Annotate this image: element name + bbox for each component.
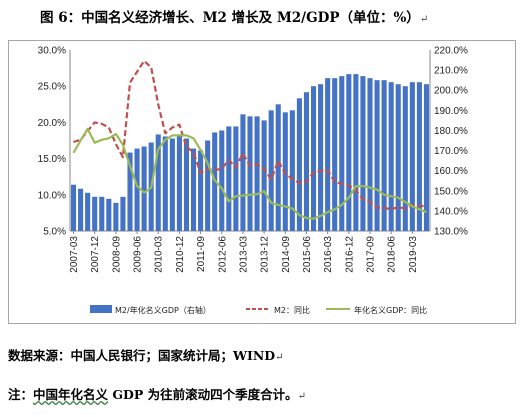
m2-gdp-ratio-bar xyxy=(367,78,373,232)
m2-gdp-ratio-bar xyxy=(388,82,394,231)
m2-gdp-ratio-bar xyxy=(240,114,246,231)
x-tick-label: 2009-06 xyxy=(133,236,144,273)
legend-label-bars: M2/年化名义GDP（右轴） xyxy=(115,305,211,315)
m2-gdp-ratio-bar xyxy=(247,116,253,231)
m2-gdp-ratio-bar xyxy=(318,84,324,231)
m2-gdp-ratio-bar xyxy=(353,74,359,231)
m2-gdp-ratio-bar xyxy=(254,116,260,231)
legend-label-m2: M2：同比 xyxy=(274,305,310,315)
m2-gdp-ratio-bar xyxy=(226,126,232,231)
right-y-tick-label: 160.0% xyxy=(434,166,468,177)
m2-gdp-ratio-bar xyxy=(198,150,204,231)
right-y-tick-label: 180.0% xyxy=(434,126,468,137)
m2-gdp-ratio-bar xyxy=(99,196,105,231)
legend-label-gdp: 年化名义GDP：同比 xyxy=(354,305,427,315)
left-y-tick-label: 30.0% xyxy=(38,46,66,57)
x-tick-label: 2016-03 xyxy=(323,236,334,273)
m2-gdp-ratio-bar xyxy=(205,140,211,231)
m2-gdp-ratio-bar xyxy=(92,196,98,231)
right-y-tick-label: 210.0% xyxy=(434,66,468,77)
x-tick-label: 2012-06 xyxy=(217,236,228,273)
m2-gdp-ratio-bar xyxy=(162,136,168,231)
m2-gdp-ratio-bar xyxy=(155,134,161,231)
x-tick-label: 2010-03 xyxy=(154,236,165,273)
left-y-tick-label: 15.0% xyxy=(38,154,66,165)
x-tick-label: 2018-06 xyxy=(387,236,398,273)
m2-gdp-ratio-bar xyxy=(332,78,338,232)
legend-swatch-bars xyxy=(90,305,112,313)
x-tick-label: 2011-09 xyxy=(196,236,207,272)
note-line: 注：中国年化名义 GDP 为往前滚动四个季度合计。↵ xyxy=(8,387,307,402)
m2-gdp-ratio-bar xyxy=(275,104,281,231)
m2-gdp-ratio-bar xyxy=(70,184,77,231)
m2-gdp-ratio-bar xyxy=(233,126,239,231)
m2-gdp-ratio-bar xyxy=(134,148,140,231)
source-line: 数据来源：中国人民银行；国家统计局；WIND↵ xyxy=(8,348,284,363)
m2-gdp-ratio-bar xyxy=(310,86,317,231)
m2-gdp-ratio-bar xyxy=(381,80,387,231)
x-tick-label: 2015-06 xyxy=(302,236,313,273)
x-tick-label: 2013-12 xyxy=(260,236,271,273)
m2-gdp-ratio-bar xyxy=(85,192,91,231)
m2-gdp-ratio-bar xyxy=(296,98,302,231)
m2-gdp-ratio-bar xyxy=(183,138,190,231)
x-tick-label: 2016-12 xyxy=(344,236,355,273)
x-tick-label: 2008-09 xyxy=(111,236,122,273)
m2-gdp-ratio-bar xyxy=(374,80,380,231)
m2-gdp-ratio-bar xyxy=(339,76,345,231)
m2-gdp-ratio-bar xyxy=(113,202,119,231)
chart-frame xyxy=(8,40,516,324)
m2-gdp-ratio-bar xyxy=(423,84,430,231)
m2-gdp-ratio-bar xyxy=(402,86,408,231)
m2-gdp-ratio-bar xyxy=(120,196,126,231)
nominal-gdp-yoy-line xyxy=(72,127,427,220)
m2-gdp-ratio-bar xyxy=(106,198,112,231)
right-y-tick-label: 170.0% xyxy=(434,146,468,157)
m2-gdp-ratio-bar xyxy=(261,120,267,231)
m2-gdp-ratio-bar xyxy=(169,138,175,231)
m2-gdp-ratio-bar xyxy=(78,188,84,231)
m2-gdp-ratio-bar xyxy=(268,110,274,231)
x-tick-label: 2017-09 xyxy=(366,236,377,273)
x-tick-label: 2010-12 xyxy=(175,236,186,273)
m2-gdp-ratio-bar xyxy=(395,84,401,231)
m2-gdp-ratio-bar xyxy=(409,82,415,231)
x-tick-label: 2007-03 xyxy=(69,236,80,273)
m2-gdp-ratio-bar xyxy=(176,136,182,231)
left-y-tick-label: 20.0% xyxy=(38,118,66,129)
m2-gdp-ratio-bar xyxy=(325,78,331,232)
chart-title: 图 6：中国名义经济增长、M2 增长及 M2/GDP（单位：%）↵ xyxy=(40,10,429,26)
x-tick-label: 2014-09 xyxy=(281,236,292,273)
right-y-tick-label: 200.0% xyxy=(434,86,468,97)
m2-gdp-ratio-bar xyxy=(141,146,147,231)
right-y-tick-label: 140.0% xyxy=(434,206,468,217)
m2-gdp-ratio-bar xyxy=(360,76,366,231)
right-y-tick-label: 190.0% xyxy=(434,106,468,117)
m2-gdp-ratio-bar xyxy=(416,82,422,231)
left-y-tick-label: 10.0% xyxy=(38,190,66,201)
m2-gdp-ratio-bar xyxy=(219,130,225,231)
x-tick-label: 2007-12 xyxy=(90,236,101,273)
m2-gdp-ratio-bar xyxy=(346,74,352,231)
x-tick-label: 2013-03 xyxy=(238,236,249,273)
m2-gdp-ratio-bar xyxy=(190,148,197,231)
right-y-tick-label: 150.0% xyxy=(434,186,468,197)
left-y-tick-label: 25.0% xyxy=(38,82,66,93)
m2-gdp-ratio-bar xyxy=(289,110,295,231)
m2-gdp-ratio-bar xyxy=(127,152,133,231)
right-y-tick-label: 220.0% xyxy=(434,46,468,57)
right-y-tick-label: 130.0% xyxy=(434,227,468,238)
m2-yoy-line xyxy=(73,59,427,211)
m2-gdp-ratio-bar xyxy=(303,92,310,231)
x-tick-label: 2019-03 xyxy=(408,236,419,273)
chart-svg: 5.0% 10.0% 15.0% 20.0% 25.0% 30.0% 130.0% 140.0… xyxy=(38,46,468,316)
left-y-tick-label: 5.0% xyxy=(43,227,66,238)
